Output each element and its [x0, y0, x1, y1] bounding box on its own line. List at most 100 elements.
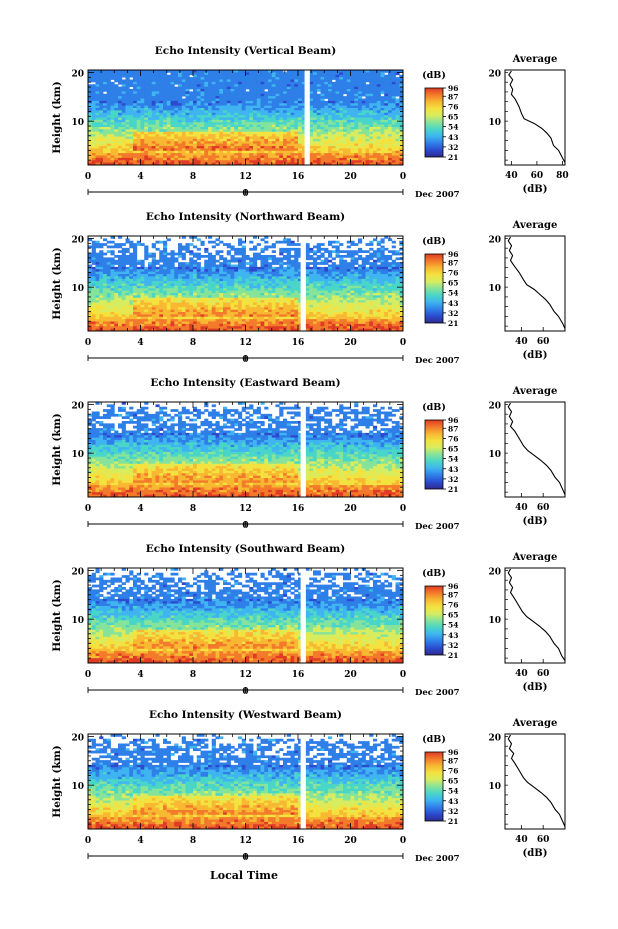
heatmap-cell [148, 141, 153, 145]
heatmap-cell [106, 162, 111, 166]
heatmap-cell [166, 96, 171, 99]
heatmap-cell [121, 70, 126, 73]
heatmap-cell [256, 79, 261, 83]
heatmap-cell [99, 293, 104, 296]
heatmap-cell [148, 271, 153, 275]
heatmap-cell [200, 271, 205, 275]
heatmap-cell [388, 143, 393, 147]
heatmap-cell [294, 117, 299, 121]
heatmap-cell [298, 255, 303, 258]
heatmap-cell [125, 86, 130, 90]
heatmap-cell [91, 269, 96, 273]
heatmap-cell [264, 288, 269, 292]
heatmap-cell [343, 255, 348, 258]
heatmap-cell [133, 266, 138, 270]
heatmap-cell [95, 124, 100, 128]
heatmap-cell [185, 141, 190, 145]
heatmap-cell [290, 157, 295, 161]
heatmap-cell [189, 155, 194, 159]
heatmap-cell [335, 110, 340, 114]
heatmap-cell [166, 238, 171, 242]
heatmap-cell [301, 150, 306, 154]
heatmap-cell [365, 138, 370, 142]
x-tick-label: 12 [239, 172, 252, 182]
heatmap-cell [159, 72, 164, 76]
heatmap-cell [380, 100, 385, 104]
heatmap-cell [376, 115, 381, 118]
heatmap-cell [286, 74, 291, 78]
heatmap-cell [328, 105, 333, 109]
heatmap-cell [118, 288, 123, 292]
heatmap-cell [339, 124, 344, 128]
heatmap-cell [313, 259, 318, 263]
heatmap-cell [313, 136, 318, 140]
heatmap-cell [110, 148, 115, 152]
heatmap-cell [133, 288, 138, 292]
profile-x-tick-label: 60 [531, 171, 544, 181]
heatmap-cell [215, 129, 220, 133]
heatmap-cell [155, 150, 160, 154]
heatmap-cell [249, 81, 254, 85]
heatmap-cell [193, 281, 198, 284]
heatmap-cell [234, 98, 239, 102]
heatmap-cell [226, 127, 231, 130]
heatmap-cell [215, 79, 220, 83]
heatmap-cell [365, 84, 370, 88]
heatmap-cell [170, 257, 175, 261]
heatmap-cell [151, 110, 156, 114]
heatmap-cell [155, 115, 160, 118]
heatmap-cell [196, 290, 201, 294]
heatmap-cell [200, 93, 205, 97]
heatmap-cell [354, 146, 359, 149]
heatmap-cell [238, 276, 243, 280]
heatmap-cell [163, 93, 168, 97]
heatmap-cell [133, 274, 138, 277]
heatmap-cell [298, 160, 303, 164]
heatmap-cell [290, 276, 295, 280]
heatmap-cell [268, 153, 273, 156]
heatmap-cell [103, 238, 108, 242]
heatmap-cell [339, 257, 344, 261]
heatmap-cell [121, 276, 126, 280]
heatmap-cell [279, 283, 284, 287]
heatmap-cell [264, 81, 269, 85]
heatmap-cell [234, 91, 239, 95]
heatmap-cell [185, 89, 190, 92]
heatmap-cell [118, 72, 123, 76]
heatmap-cell [373, 250, 378, 254]
heatmap-cell [189, 72, 194, 76]
heatmap-cell [125, 136, 130, 140]
heatmap-cell [185, 281, 190, 284]
heatmap-cell [110, 119, 115, 123]
heatmap-cell [264, 141, 269, 145]
heatmap-cell [249, 84, 254, 88]
heatmap-cell [328, 143, 333, 147]
heatmap-cell [305, 250, 310, 254]
heatmap-cell [95, 72, 100, 76]
heatmap-cell [99, 100, 104, 104]
heatmap-cell [316, 89, 321, 92]
heatmap-cell [309, 117, 314, 121]
heatmap-cell [204, 136, 209, 140]
heatmap-cell [159, 281, 164, 284]
heatmap-cell [91, 288, 96, 292]
heatmap-cell [226, 81, 231, 85]
heatmap-cell [163, 250, 168, 254]
heatmap-cell [369, 247, 374, 251]
heatmap-cell [95, 81, 100, 85]
heatmap-cell [163, 276, 168, 280]
heatmap-cell [189, 103, 194, 107]
heatmap-cell [166, 271, 171, 275]
heatmap-cell [140, 264, 145, 268]
heatmap-cell [148, 274, 153, 277]
heatmap-cell [298, 96, 303, 99]
heatmap-cell [399, 84, 404, 88]
heatmap-cell [151, 274, 156, 277]
heatmap-cell [125, 72, 130, 76]
heatmap-cell [125, 255, 130, 258]
heatmap-cell [238, 115, 243, 118]
heatmap-cell [204, 283, 209, 287]
heatmap-cell [373, 290, 378, 294]
heatmap-cell [170, 150, 175, 154]
heatmap-cell [106, 122, 111, 126]
